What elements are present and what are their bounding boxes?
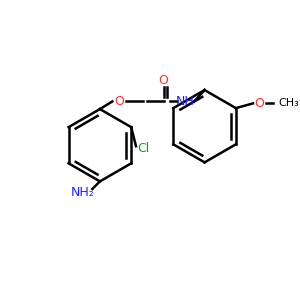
Text: CH₃: CH₃ [279, 98, 299, 108]
Text: O: O [255, 97, 265, 110]
Text: O: O [159, 74, 169, 87]
Text: NH₂: NH₂ [71, 186, 95, 199]
Text: O: O [114, 95, 124, 108]
Text: Cl: Cl [137, 142, 150, 154]
Text: NH: NH [176, 95, 195, 108]
